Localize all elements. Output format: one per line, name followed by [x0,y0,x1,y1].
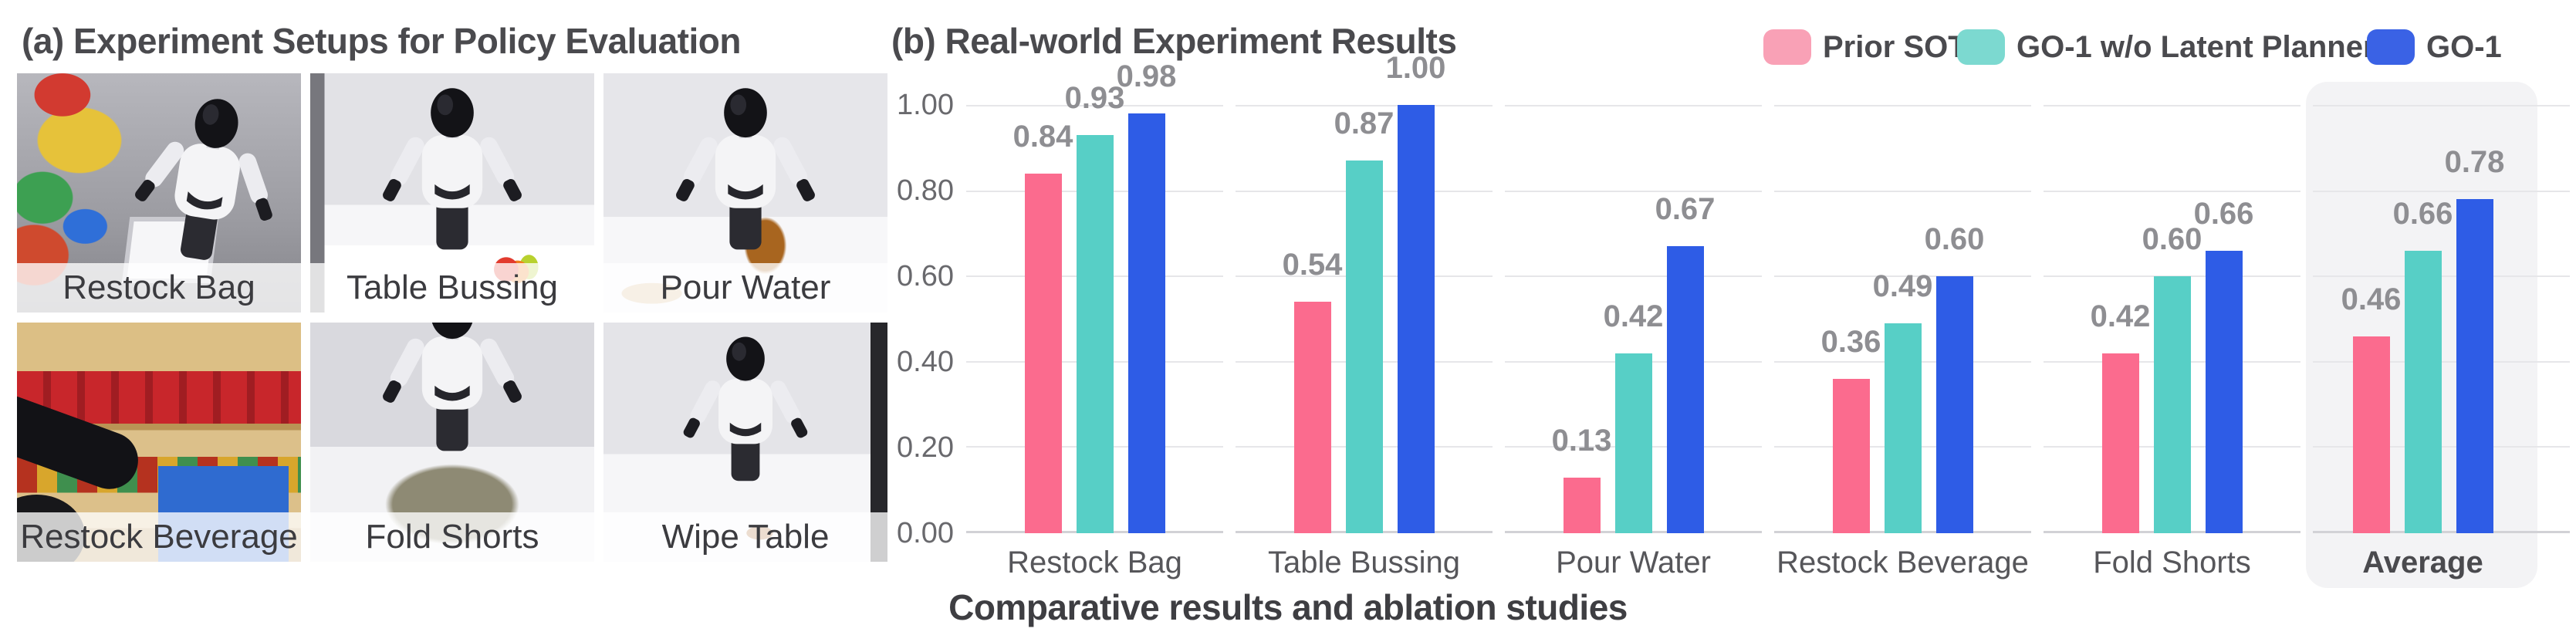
y-axis-tick-label: 0.00 [897,517,954,549]
bar-prior-sota: 0.54 [1283,249,1342,533]
legend-swatch-go1-wo-latent-planner [1957,29,2005,65]
bar-value-label: 0.36 [1820,325,1881,360]
photo-label: Pour Water [603,263,887,313]
legend-label: GO-1 w/o Latent Planner [2017,30,2375,64]
panel-b-title: (b) Real-world Experiment Results [891,21,1457,61]
photo-label: Table Bussing [310,263,594,313]
bar-go1: 0.66 [2194,198,2253,533]
robot-illustration [672,88,819,250]
bar-prior-sota: 0.36 [1821,326,1881,533]
legend-swatch-go1 [2367,29,2415,65]
bar-value-label: 0.60 [1924,222,1985,256]
bar-go1-wo-latent-planner: 0.87 [1334,108,1394,533]
robot-illustration [122,87,292,270]
bar-go1-wo-latent-planner: 0.66 [2393,198,2453,533]
bar-go1: 0.67 [1655,194,1715,533]
photo-label: Restock Bag [17,263,301,313]
y-axis-tick-label: 0.20 [897,431,954,464]
bar-value-label: 0.87 [1334,106,1394,141]
legend-item-go1-wo-latent-planner: GO-1 w/o Latent Planner [1957,28,2375,66]
bar-go1: 0.98 [1117,61,1176,533]
x-axis-category-label: Pour Water [1556,546,1711,579]
photo-wipe-table: Wipe Table [603,323,887,562]
bar-value-label: 0.54 [1282,248,1343,282]
bar-go1: 0.60 [1925,224,1984,533]
photo-label: Restock Beverage [17,512,301,562]
bar-go1-wo-latent-planner: 0.93 [1065,83,1124,533]
robot-illustration [379,88,526,250]
bar-go1-wo-latent-planner: 0.49 [1873,271,1932,533]
photo-restock-beverage: Restock Beverage [17,323,301,562]
legend-item-go1: GO-1 [2367,28,2502,66]
bar-value-label: 0.67 [1655,192,1716,227]
bar-value-label: 0.66 [2392,196,2453,231]
bar-value-label: 0.60 [2142,222,2202,256]
bar-value-label: 0.13 [1551,423,1612,458]
bar-prior-sota: 0.13 [1552,425,1611,533]
x-axis-category-label: Table Bussing [1267,546,1461,579]
y-axis-tick-label: 1.00 [897,89,954,121]
chart-panel-restock-bag: 0.84 0.93 0.98 Restock Bag [966,61,1223,579]
bar-go1: 0.78 [2445,147,2504,533]
legend-label: GO-1 [2426,30,2502,64]
photo-grid: Restock Bag Table Bussing Pour Water Res… [17,73,887,562]
panel-a-title: (a) Experiment Setups for Policy Evaluat… [22,21,741,61]
bar-value-label: 0.78 [2444,145,2505,180]
chart-panel-average: 0.46 0.66 0.78 Average [2313,105,2570,579]
bar-value-label: 0.42 [1603,299,1664,333]
chart-panel-restock-beverage: 0.36 0.49 0.60 Restock Beverage [1774,105,2031,579]
bar-value-label: 0.49 [1872,269,1933,304]
bar-value-label: 0.66 [2193,196,2254,231]
legend-swatch-prior-sota [1763,29,1811,65]
photo-table-bussing: Table Bussing [310,73,594,313]
y-axis-tick-label: 0.40 [897,346,954,378]
bar-value-label: 1.00 [1385,51,1446,85]
bar-value-label: 0.98 [1116,59,1177,94]
bar-prior-sota: 0.46 [2341,284,2401,533]
photo-fold-shorts: Fold Shorts [310,323,594,562]
chart-panel-fold-shorts: 0.42 0.60 0.66 Fold Shorts [2044,105,2300,579]
chart-panel-table-bussing: 0.54 0.87 1.00 Table Bussing [1236,52,1493,579]
bar-group: 0.13 0.42 0.67 [1552,105,1715,533]
chart-panel-pour-water: 0.13 0.42 0.67 Pour Water [1505,105,1762,579]
bar-value-label: 0.42 [2090,299,2151,333]
figure-caption: Comparative results and ablation studies [948,587,1628,627]
bar-group: 0.84 0.93 0.98 [1013,61,1176,533]
bar-group: 0.36 0.49 0.60 [1821,105,1984,533]
photo-pour-water: Pour Water [603,73,887,313]
x-axis-category-label: Average [2362,546,2483,579]
bar-prior-sota: 0.42 [2091,301,2150,533]
photo-label: Wipe Table [603,512,887,562]
y-axis-tick-label: 0.60 [897,260,954,292]
bar-value-label: 0.93 [1064,80,1125,115]
robot-illustration [680,336,811,482]
legend-item-prior-sota: Prior SOTA [1763,28,1987,66]
photo-label: Fold Shorts [310,512,594,562]
bar-value-label: 0.84 [1012,119,1073,154]
bar-value-label: 0.46 [2341,282,2402,316]
bar-group: 0.54 0.87 1.00 [1283,52,1445,533]
bar-prior-sota: 0.84 [1013,121,1073,533]
bar-go1-wo-latent-planner: 0.60 [2142,224,2202,533]
bar-go1: 1.00 [1386,52,1445,533]
bar-group: 0.46 0.66 0.78 [2341,105,2504,533]
x-axis-category-label: Restock Bag [1007,546,1182,579]
bar-go1-wo-latent-planner: 0.42 [1604,301,1663,533]
bar-group: 0.42 0.60 0.66 [2091,105,2253,533]
x-axis-category-label: Fold Shorts [2093,546,2251,579]
y-axis-tick-label: 0.80 [897,174,954,207]
photo-restock-bag: Restock Bag [17,73,301,313]
robot-illustration [379,323,526,451]
x-axis-category-label: Restock Beverage [1776,546,2029,579]
